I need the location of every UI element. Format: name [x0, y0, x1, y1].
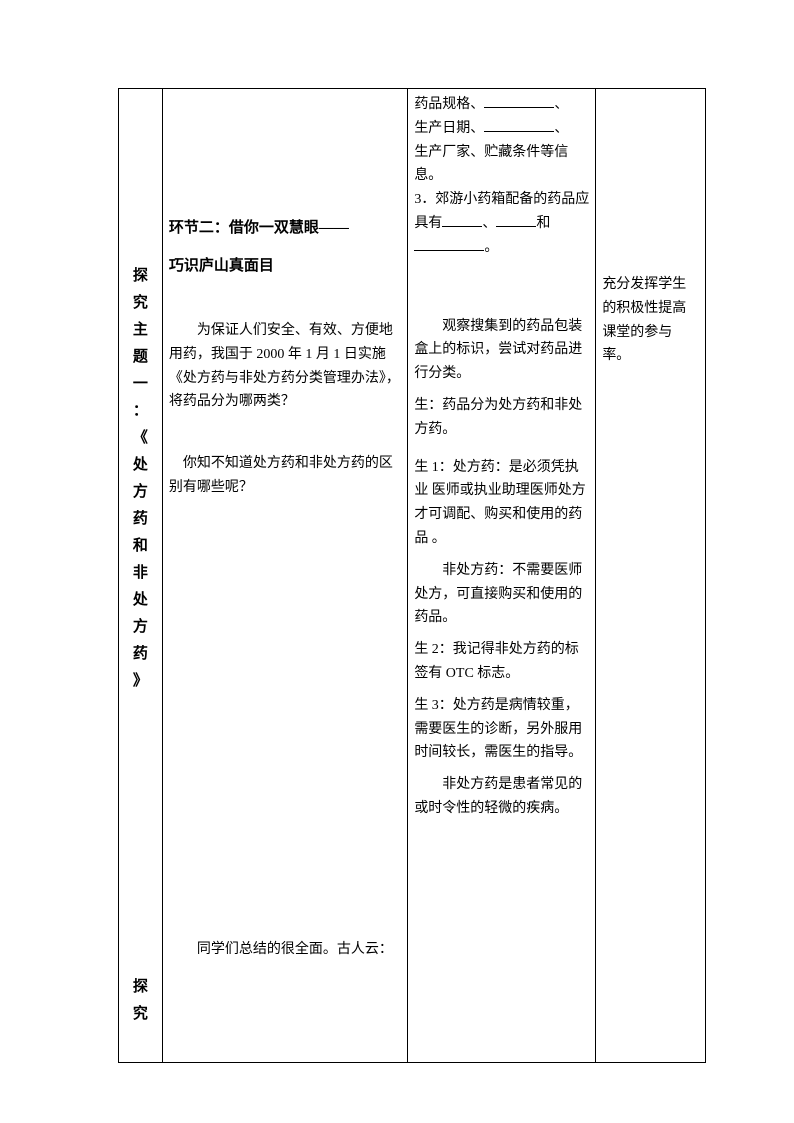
topic2-char: 探 [133, 974, 148, 1001]
student-s0: 生：药品分为处方药和非处方药。 [414, 394, 589, 442]
topic1-char: 药 [133, 506, 148, 533]
fill-line-1: 药品规格、、 [414, 93, 589, 117]
notes-column: 充分发挥学生的积极性提高课堂的参与率。 [596, 89, 706, 1063]
note-text: 充分发挥学生的积极性提高课堂的参与率。 [602, 273, 699, 368]
fill-line-2: 生产日期、、 [414, 117, 589, 141]
teacher-activity-column: 环节二：借你一双慧眼—— 巧识庐山真面目 为保证人们安全、有效、方便地用药，我国… [162, 89, 407, 1063]
teacher-para-1: 为保证人们安全、有效、方便地用药，我国于 2000 年 1 月 1 日实施《处方… [169, 319, 401, 414]
topic1-char: 处 [133, 452, 148, 479]
topic1-char: 处 [133, 587, 148, 614]
topic1-char: 究 [133, 290, 148, 317]
topic1-char: 探 [133, 263, 148, 290]
topic1-char: ： [133, 398, 148, 425]
blank-field [484, 94, 554, 108]
student-s2: 生 2：我记得非处方药的标签有 OTC 标志。 [414, 638, 589, 686]
student-s3b: 非处方药是患者常见的或时令性的轻微的疾病。 [414, 773, 589, 821]
section-title-1: 环节二：借你一双慧眼—— [169, 213, 401, 243]
topic1-char: 方 [133, 479, 148, 506]
lesson-plan-table: 探 究 主 题 一 ： 《 处 方 药 和 非 处 方 药 》 探 究 [118, 88, 706, 1063]
student-obs: 观察搜集到的药品包装盒上的标识，尝试对药品进行分类。 [414, 315, 589, 386]
blank-field [442, 213, 482, 227]
student-s1: 生 1：处方药：是必须凭执业 医师或执业助理医师处方才可调配、购买和使用的药品 … [414, 456, 589, 551]
fill-line-4: 3．郊游小药箱配备的药品应具有、和。 [414, 188, 589, 259]
student-activity-column: 药品规格、、 生产日期、、 生产厂家、贮藏条件等信息。 3．郊游小药箱配备的药品… [408, 89, 596, 1063]
topic2-char: 究 [133, 1001, 148, 1028]
teacher-para-2: 你知不知道处方药和非处方药的区别有哪些呢？ [169, 452, 401, 500]
topic1-char: 非 [133, 560, 148, 587]
topic1-char: 方 [133, 614, 148, 641]
topic1-char: 《 [133, 425, 148, 452]
topic1-char: 》 [133, 668, 148, 695]
student-s1b: 非处方药：不需要医师处方，可直接购买和使用的药品。 [414, 559, 589, 630]
blank-field [496, 213, 536, 227]
topic1-char: 药 [133, 641, 148, 668]
topic-column: 探 究 主 题 一 ： 《 处 方 药 和 非 处 方 药 》 探 究 [119, 89, 163, 1063]
topic1-char: 一 [133, 371, 148, 398]
topic-vertical-text: 探 究 主 题 一 ： 《 处 方 药 和 非 处 方 药 》 探 究 [125, 93, 156, 1058]
topic1-char: 题 [133, 344, 148, 371]
section-title-2: 巧识庐山真面目 [169, 251, 401, 281]
teacher-bottom: 同学们总结的很全面。古人云： [169, 938, 401, 962]
blank-field [414, 237, 484, 251]
student-s3: 生 3：处方药是病情较重，需要医生的诊断，另外服用时间较长，需医生的指导。 [414, 694, 589, 765]
fill-line-3: 生产厂家、贮藏条件等信息。 [414, 141, 589, 189]
blank-field [484, 118, 554, 132]
topic1-char: 和 [133, 533, 148, 560]
topic1-char: 主 [133, 317, 148, 344]
